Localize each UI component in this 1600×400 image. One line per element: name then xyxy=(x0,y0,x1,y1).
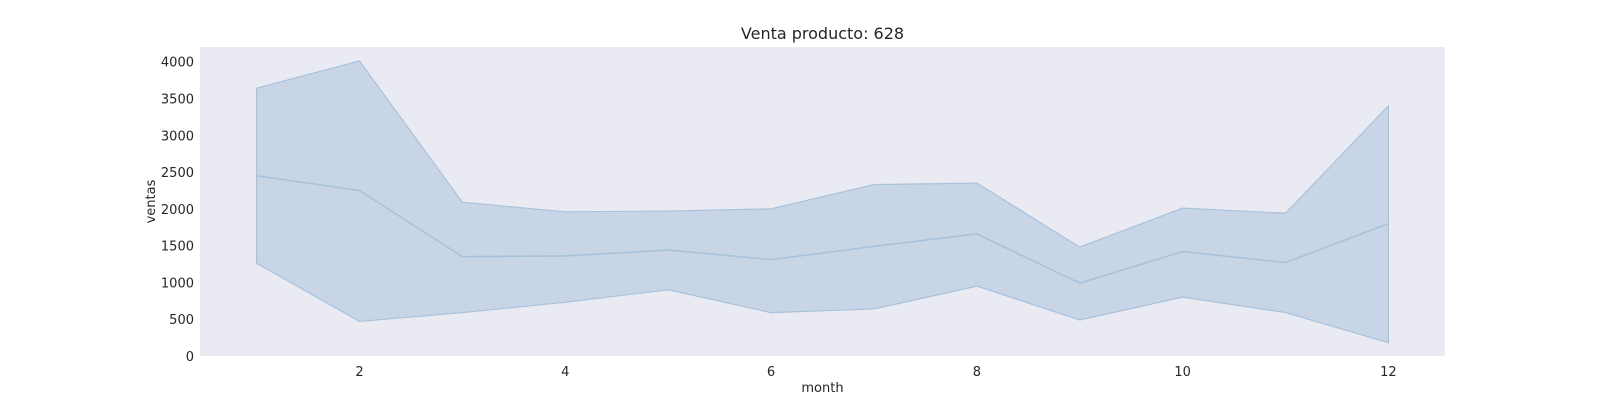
y-tick-label: 2000 xyxy=(161,203,194,218)
y-tick-label: 2500 xyxy=(161,166,194,181)
x-tick-label: 12 xyxy=(1380,365,1397,380)
y-tick-label: 0 xyxy=(186,350,194,365)
y-tick-label: 4000 xyxy=(161,56,194,71)
x-tick-label: 10 xyxy=(1174,365,1191,380)
data-point xyxy=(563,254,567,258)
data-point xyxy=(1386,222,1390,226)
series-line xyxy=(256,174,1389,285)
y-tick-label: 1000 xyxy=(161,276,194,291)
y-axis-label: ventas xyxy=(144,179,159,223)
y-axis-ticks: 0 500 1000 1500 2000 2500 3000 3500 4000 xyxy=(161,56,194,365)
data-point xyxy=(1078,281,1082,285)
confidence-band xyxy=(255,60,1390,344)
x-tick-label: 6 xyxy=(767,365,775,380)
data-point xyxy=(1181,250,1185,254)
confidence-band-layer xyxy=(255,60,1390,344)
y-tick-label: 3500 xyxy=(161,93,194,108)
x-tick-label: 2 xyxy=(355,365,363,380)
data-point xyxy=(666,248,670,252)
data-point xyxy=(769,258,773,262)
data-point xyxy=(1284,261,1288,265)
data-point xyxy=(872,244,876,248)
y-tick-label: 3000 xyxy=(161,129,194,144)
chart-title: Venta producto: 628 xyxy=(741,24,904,43)
x-tick-label: 8 xyxy=(973,365,981,380)
x-axis-ticks: 2 4 6 8 10 12 xyxy=(355,365,1396,380)
series-line-layer xyxy=(255,174,1390,285)
data-point xyxy=(460,255,464,259)
y-tick-label: 500 xyxy=(169,313,194,328)
x-tick-label: 4 xyxy=(561,365,569,380)
y-tick-label: 1500 xyxy=(161,240,194,255)
x-axis-label: month xyxy=(801,381,843,396)
data-point xyxy=(255,174,259,178)
data-point xyxy=(357,188,361,192)
data-point xyxy=(975,232,979,236)
